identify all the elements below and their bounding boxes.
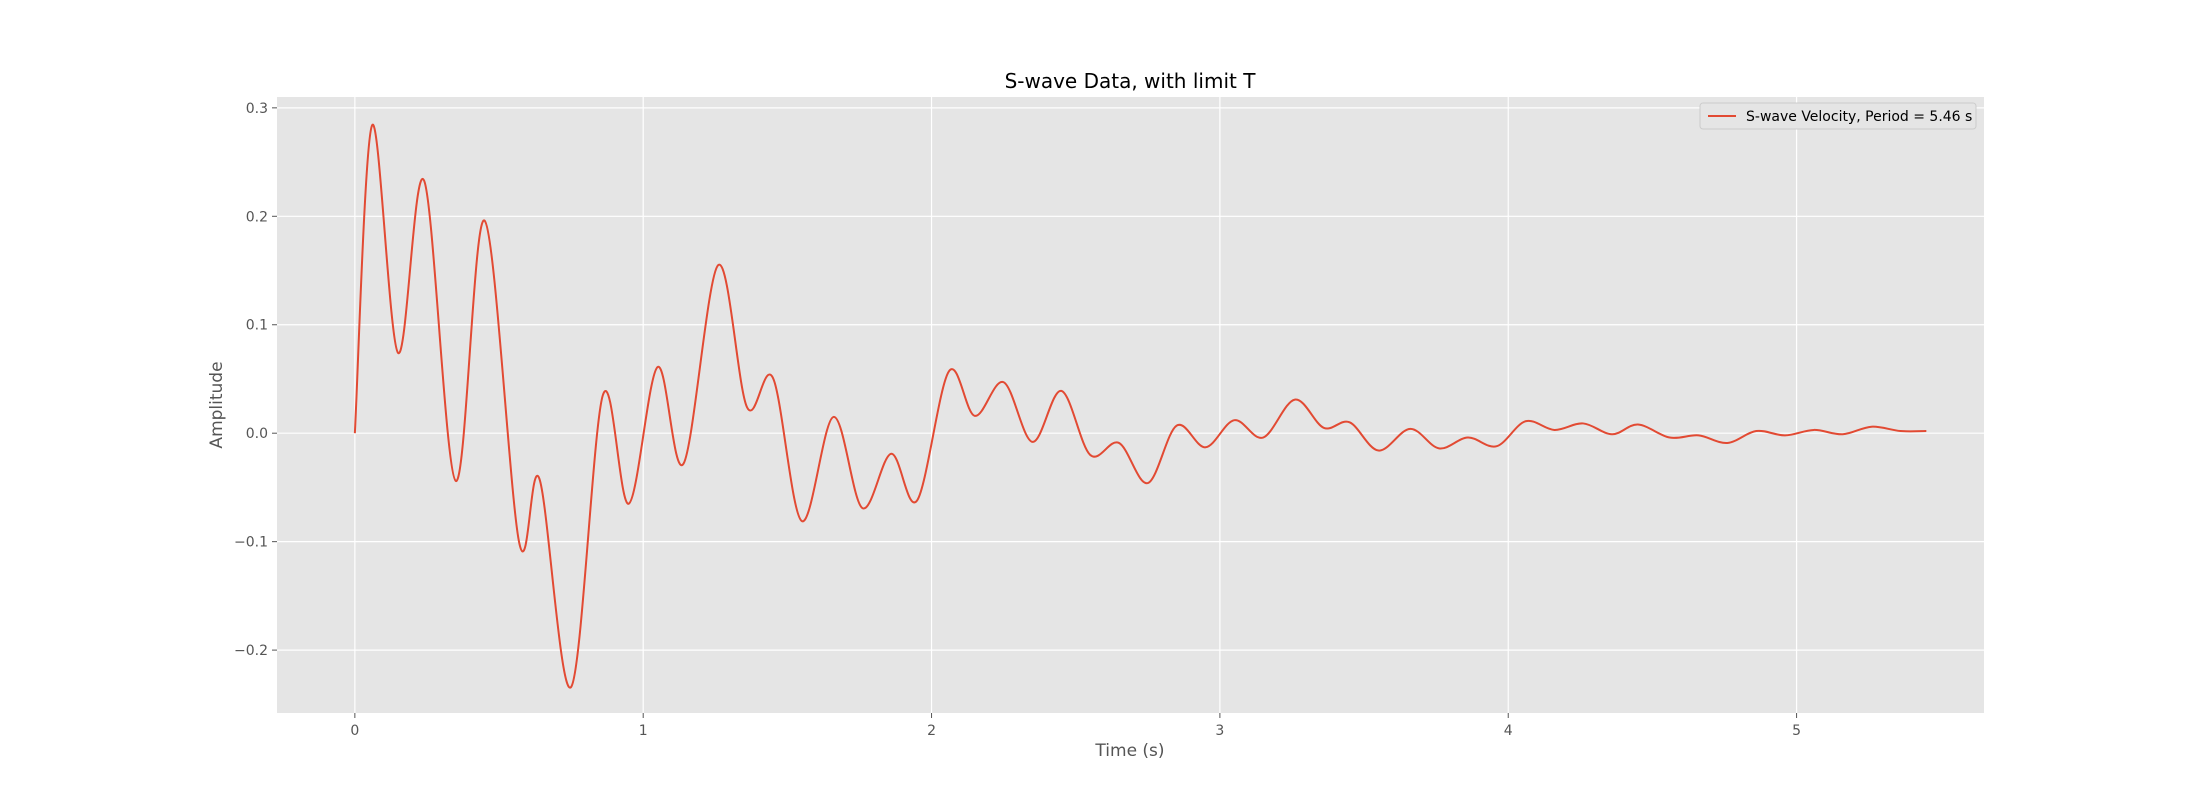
x-tick-label: 4 xyxy=(1504,723,1513,739)
y-tick-label: 0.2 xyxy=(246,209,268,225)
x-tick-label: 3 xyxy=(1215,723,1224,739)
x-tick-label: 2 xyxy=(927,723,936,739)
x-axis-label: Time (s) xyxy=(1094,741,1164,761)
legend-box xyxy=(1699,102,1977,130)
x-tick-label: 5 xyxy=(1792,723,1801,739)
y-tick-label: 0.0 xyxy=(246,426,268,442)
y-tick-label: −0.2 xyxy=(234,643,268,659)
plot-background xyxy=(277,97,1984,713)
chart-title: S-wave Data, with limit T xyxy=(1005,69,1257,93)
y-tick-label: −0.1 xyxy=(234,535,268,551)
ticks: 0 1 2 3 4 5 −0.2 −0.1 0.0 0.1 0.2 0.3 xyxy=(234,101,1801,739)
y-tick-label: 0.3 xyxy=(246,101,268,117)
series-layer xyxy=(353,124,1927,689)
legend-label: S-wave Velocity, Period = 5.46 s xyxy=(1746,109,1972,125)
x-tick-label: 1 xyxy=(639,723,648,739)
legend: S-wave Velocity, Period = 5.46 s xyxy=(1699,102,1977,130)
y-axis-label: Amplitude xyxy=(207,361,227,448)
x-tick-label: 0 xyxy=(350,723,359,739)
y-tick-label: 0.1 xyxy=(246,318,268,334)
series-line xyxy=(353,124,1927,689)
